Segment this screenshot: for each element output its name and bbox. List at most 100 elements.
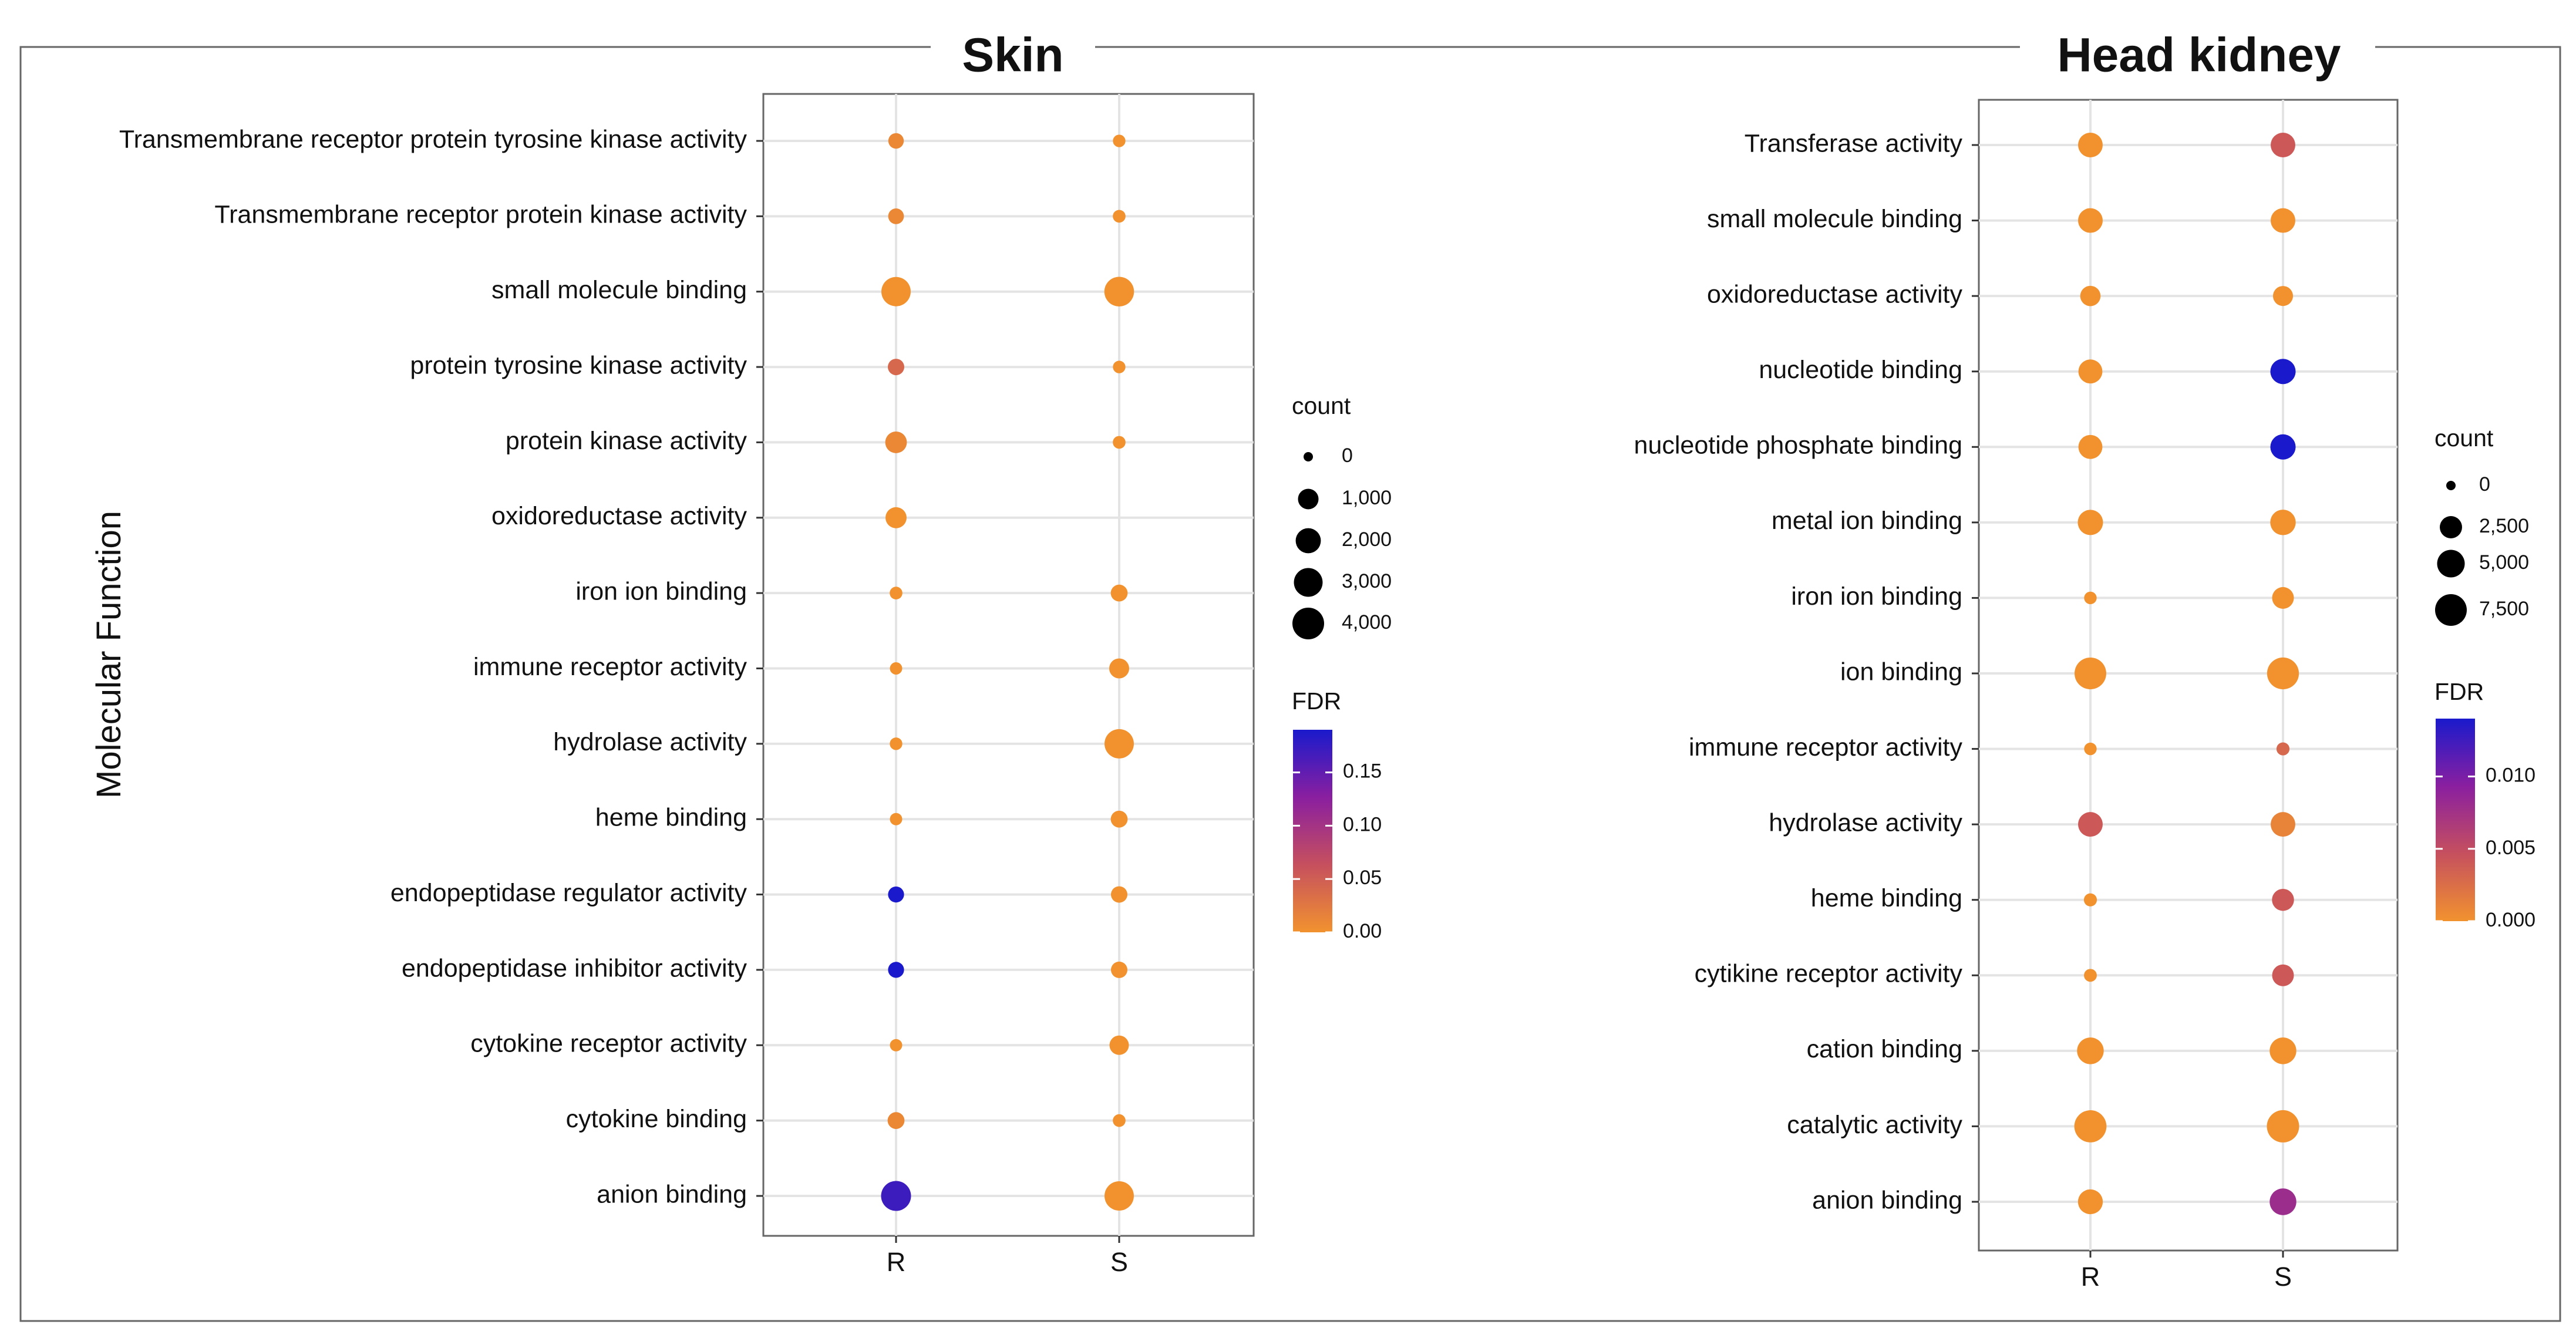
- y-tick-label: small molecule binding: [1707, 205, 1962, 233]
- legend-size-key: [1298, 488, 1319, 510]
- point-nucleotide-phosphate-binding-s: [2270, 434, 2296, 460]
- y-tick-label: protein kinase activity: [506, 427, 747, 455]
- point-catalytic-activity-r: [2074, 1110, 2107, 1142]
- plot-panel: [762, 93, 1255, 1237]
- head-kidney-panel: Head kidney Transferase activity small mol…: [1634, 29, 2536, 1292]
- y-tick-label: Transmembrane receptor protein kinase ac…: [214, 201, 747, 229]
- point-small-molecule-binding-r: [2078, 208, 2103, 233]
- y-tick-label: hydrolase activity: [553, 728, 747, 756]
- point-immune-receptor-activity-s: [1109, 658, 1130, 679]
- legend-size-label: 0: [2479, 473, 2490, 496]
- legend-size-label: 1,000: [1342, 487, 1392, 509]
- y-tick-label: endopeptidase regulator activity: [390, 879, 747, 907]
- point-endopeptidase-regulator-activity-r: [888, 886, 904, 903]
- legend-size-label: 0: [1342, 444, 1353, 467]
- point-heme-binding-s: [1110, 810, 1128, 828]
- point-catalytic-activity-s: [2267, 1110, 2299, 1142]
- point-endopeptidase-regulator-activity-s: [1110, 886, 1128, 903]
- point-cytokine-binding-s: [1113, 1114, 1126, 1127]
- x-tick-label: S: [2274, 1262, 2292, 1292]
- point-small-molecule-binding-r: [881, 277, 911, 306]
- legend-size-key: [2437, 550, 2465, 578]
- legend-fdr-title: FDR: [2434, 678, 2484, 705]
- point-cytokine-binding-r: [887, 1112, 905, 1130]
- point-metal-ion-binding-r: [2077, 510, 2103, 535]
- point-oxidoreductase-activity-r: [885, 507, 907, 528]
- y-tick-label: metal ion binding: [1772, 507, 1962, 535]
- legend-fdr-label: 0.010: [2486, 764, 2535, 787]
- point-anion-binding-s: [2269, 1188, 2296, 1215]
- y-tick-label: ion binding: [1840, 658, 1962, 686]
- point-endopeptidase-inhibitor-activity-s: [1110, 961, 1128, 978]
- point-ion-binding-r: [2075, 658, 2106, 689]
- point-endopeptidase-inhibitor-activity-r: [888, 962, 904, 978]
- skin-panel: Skin Transmembrane receptor protein tyros…: [119, 29, 1392, 1277]
- point-cytokine-receptor-activity-r: [890, 1039, 903, 1051]
- fdr-colorbar: [1293, 730, 1332, 932]
- point-anion-binding-r: [881, 1181, 911, 1211]
- y-tick-label: iron ion binding: [1791, 582, 1962, 611]
- point-anion-binding-s: [1105, 1181, 1134, 1211]
- point-immune-receptor-activity-r: [2084, 742, 2097, 756]
- legend-fdr-label: 0.15: [1343, 760, 1382, 783]
- y-tick-label: hydrolase activity: [1769, 809, 1962, 837]
- x-tick-label: R: [2081, 1262, 2100, 1292]
- y-tick-label: oxidoreductase activity: [1707, 281, 1962, 309]
- point-transferase-activity-s: [2271, 133, 2295, 157]
- point-small-molecule-binding-s: [2271, 208, 2295, 233]
- y-tick-label: cytokine receptor activity: [470, 1030, 747, 1058]
- point-heme-binding-s: [2272, 888, 2294, 911]
- point-iron-ion-binding-s: [2272, 587, 2294, 609]
- x-tick-label: R: [887, 1247, 906, 1277]
- point-nucleotide-phosphate-binding-r: [2078, 434, 2103, 459]
- legend-count-title: count: [2434, 424, 2494, 451]
- y-tick-label: Transferase activity: [1745, 129, 1963, 157]
- point-heme-binding-r: [890, 813, 903, 825]
- legend-size-key: [1292, 608, 1324, 639]
- legend-fdr-label: 0.00: [1343, 920, 1382, 942]
- point-protein-kinase-activity-r: [885, 432, 907, 453]
- point-cytokine-receptor-activity-s: [1109, 1035, 1129, 1055]
- y-tick-label: nucleotide binding: [1759, 356, 1962, 384]
- plot-panel: [1978, 99, 2399, 1252]
- y-tick-label: cation binding: [1807, 1035, 1962, 1063]
- point-cytikine-receptor-activity-r: [2084, 969, 2097, 982]
- point-hydrolase-activity-s: [1105, 729, 1134, 759]
- y-tick-label: cytikine receptor activity: [1695, 960, 1963, 988]
- point-transmembrane-receptor-protein-kinase-activity-s: [1113, 210, 1126, 223]
- y-tick-label: Transmembrane receptor protein tyrosine …: [119, 125, 747, 153]
- y-tick-label: cytokine binding: [566, 1105, 747, 1133]
- legend-fdr-label: 0.05: [1343, 867, 1382, 889]
- point-transmembrane-receptor-protein-tyrosine-kinase-activity-r: [888, 133, 904, 149]
- point-protein-kinase-activity-s: [1113, 436, 1126, 449]
- legend-fdr-label: 0.10: [1343, 813, 1382, 835]
- legend-size-label: 4,000: [1342, 611, 1392, 633]
- y-tick-label: heme binding: [1811, 884, 1962, 912]
- y-tick-label: immune receptor activity: [473, 653, 747, 681]
- y-tick-label: small molecule binding: [491, 276, 747, 304]
- chart-title-1: Head kidney: [2057, 29, 2341, 82]
- point-cation-binding-s: [2269, 1037, 2296, 1064]
- legend-fdr-label: 0.000: [2486, 909, 2535, 931]
- y-tick-label: anion binding: [597, 1180, 747, 1208]
- outer-frame: [19, 46, 2561, 1322]
- point-iron-ion-binding-s: [1110, 584, 1128, 602]
- legend-size-label: 2,500: [2479, 515, 2529, 537]
- point-nucleotide-binding-r: [2078, 359, 2103, 384]
- point-ion-binding-s: [2267, 657, 2299, 690]
- point-iron-ion-binding-r: [890, 587, 903, 599]
- point-transmembrane-receptor-protein-tyrosine-kinase-activity-s: [1113, 134, 1126, 147]
- legend-size-key: [2446, 481, 2456, 490]
- point-metal-ion-binding-s: [2270, 510, 2296, 535]
- y-tick-label: endopeptidase inhibitor activity: [402, 954, 747, 982]
- point-anion-binding-r: [2077, 1189, 2103, 1215]
- point-transferase-activity-r: [2078, 133, 2103, 157]
- y-tick-label: immune receptor activity: [1689, 733, 1962, 761]
- point-small-molecule-binding-s: [1104, 277, 1134, 306]
- point-iron-ion-binding-r: [2084, 591, 2097, 605]
- point-hydrolase-activity-r: [890, 737, 903, 750]
- point-hydrolase-activity-s: [2271, 812, 2295, 837]
- legend-size-label: 3,000: [1342, 570, 1392, 592]
- legend-count-title: count: [1292, 392, 1351, 419]
